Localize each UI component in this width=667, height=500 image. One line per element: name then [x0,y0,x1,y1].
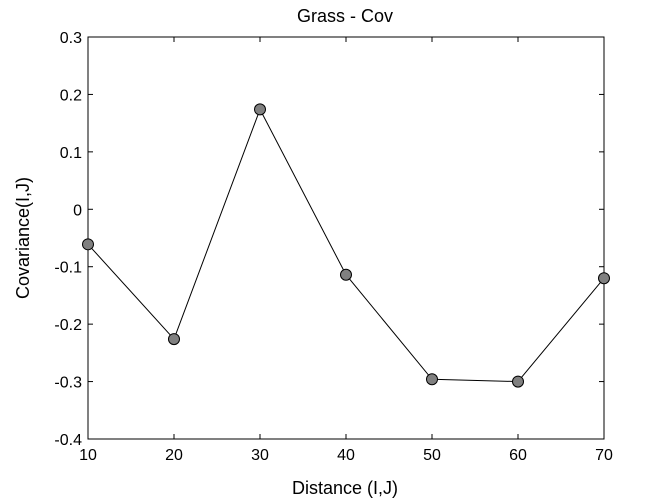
x-tick-label: 30 [251,447,269,464]
y-tick-label: -0.4 [54,432,82,449]
y-tick-label: -0.2 [54,317,82,334]
series-points [82,103,610,388]
x-tick-label: 70 [595,447,613,464]
data-point [254,103,266,116]
x-tick-label: 60 [509,447,527,464]
y-tick-label: 0.1 [60,145,82,162]
data-point [340,268,352,281]
y-axis-label: Covariance(I,J) [13,177,33,299]
y-tick-label: -0.3 [54,375,82,392]
y-tick-label: -0.1 [54,260,82,277]
x-tick-label: 10 [79,447,97,464]
y-tick-label: 0.3 [60,30,82,47]
data-point [426,373,438,386]
x-tick-label: 50 [423,447,441,464]
data-point [82,238,94,251]
data-point [512,375,524,388]
data-point [598,272,610,285]
x-axis-label: Distance (I,J) [292,478,398,498]
x-tick-label: 40 [337,447,355,464]
y-tick-label: 0.2 [60,87,82,104]
chart-title: Grass - Cov [297,6,393,26]
axis-ticks [87,36,605,440]
tick-labels: 10 20 30 40 50 60 70 0.3 0.2 0.1 0 -0.1 -0.2 -0.3 -0.4 [54,30,613,464]
data-point [168,333,180,346]
y-tick-label: 0 [73,202,82,219]
x-tick-label: 20 [165,447,183,464]
